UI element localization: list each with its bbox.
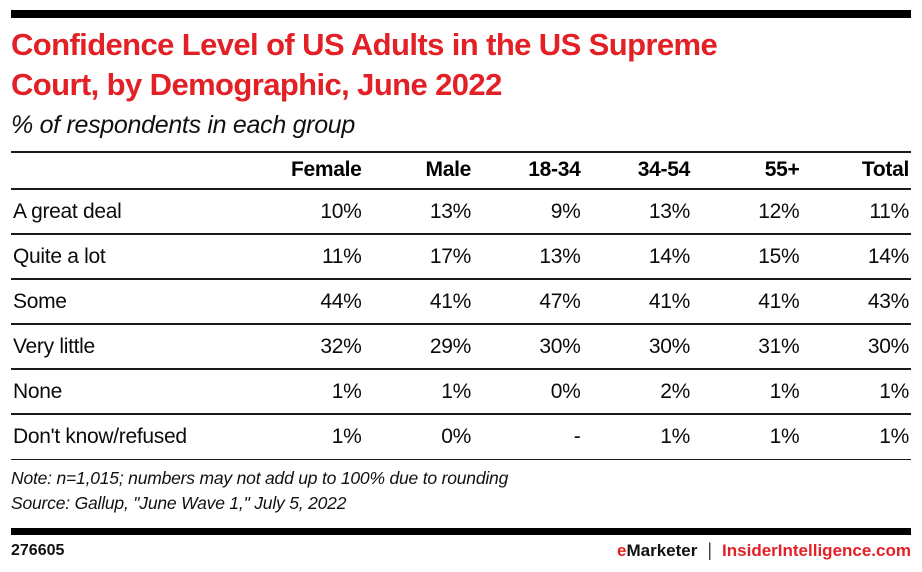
cell-value: 11% [801,189,911,235]
bottom-divider-bar [11,528,911,535]
cell-value: 10% [254,189,364,235]
row-label: Some [11,279,255,325]
cell-value: - [473,414,583,460]
column-header-18-34: 18-34 [473,151,583,190]
cell-value: 31% [691,324,802,370]
cell-value: 47% [473,279,583,325]
cell-value: 0% [473,369,583,415]
cell-value: 1% [801,414,911,460]
cell-value: 41% [582,279,692,325]
cell-value: 9% [473,189,583,235]
cell-value: 29% [363,324,474,370]
cell-value: 30% [473,324,583,370]
cell-value: 1% [254,414,364,460]
emarketer-logo-rest: Marketer [626,540,698,560]
cell-value: 2% [582,369,692,415]
cell-value: 41% [691,279,802,325]
cell-value: 15% [691,234,802,280]
cell-value: 11% [254,234,364,280]
row-label: Don't know/refused [11,414,255,460]
emarketer-logo: eMarketer [617,541,697,561]
note-text: Note: n=1,015; numbers may not add up to… [11,467,509,488]
column-header-total: Total [801,151,911,190]
column-header-55plus: 55+ [691,151,802,190]
footnotes: Note: n=1,015; numbers may not add up to… [11,466,911,516]
cell-value: 13% [582,189,692,235]
source-text: Source: Gallup, "June Wave 1," July 5, 2… [11,492,347,513]
cell-value: 1% [691,369,802,415]
row-label: None [11,369,255,415]
cell-value: 12% [691,189,802,235]
table-row-none: None 1% 1% 0% 2% 1% 1% [11,369,911,415]
insider-intelligence-url: InsiderIntelligence.com [722,540,911,560]
cell-value: 14% [582,234,692,280]
table-row-some: Some 44% 41% 47% 41% 41% 43% [11,279,911,325]
chart-id: 276605 [11,541,65,559]
table-row-dont-know-refused: Don't know/refused 1% 0% - 1% 1% 1% [11,414,911,460]
table-row-quite-a-lot: Quite a lot 11% 17% 13% 14% 15% 14% [11,234,911,280]
table-row-very-little: Very little 32% 29% 30% 30% 31% 30% [11,324,911,370]
row-label: Very little [11,324,255,370]
column-header-34-54: 34-54 [582,151,692,190]
chart-title: Confidence Level of US Adults in the US … [11,27,718,102]
column-header-female: Female [254,151,364,190]
brand-line: eMarketer | InsiderIntelligence.com [617,540,911,561]
corner-cell [11,151,255,190]
cell-value: 14% [801,234,911,280]
footer: 276605 eMarketer | InsiderIntelligence.c… [11,540,911,561]
cell-value: 1% [254,369,364,415]
cell-value: 1% [582,414,692,460]
table-header-row: Female Male 18-34 34-54 55+ Total [11,151,911,190]
cell-value: 13% [363,189,474,235]
cell-value: 1% [801,369,911,415]
table-row-a-great-deal: A great deal 10% 13% 9% 13% 12% 11% [11,189,911,235]
cell-value: 43% [801,279,911,325]
cell-value: 17% [363,234,474,280]
data-table: Female Male 18-34 34-54 55+ Total A grea… [11,151,911,460]
cell-value: 41% [363,279,474,325]
row-label: A great deal [11,189,255,235]
cell-value: 1% [363,369,474,415]
column-header-male: Male [363,151,474,190]
cell-value: 30% [801,324,911,370]
cell-value: 0% [363,414,474,460]
cell-value: 13% [473,234,583,280]
footer-separator: | [707,540,713,560]
cell-value: 32% [254,324,364,370]
chart-subtitle: % of respondents in each group [11,111,356,139]
top-divider-bar [11,10,911,18]
cell-value: 30% [582,324,692,370]
emarketer-logo-e: e [617,540,627,560]
cell-value: 1% [691,414,802,460]
row-label: Quite a lot [11,234,255,280]
cell-value: 44% [254,279,364,325]
